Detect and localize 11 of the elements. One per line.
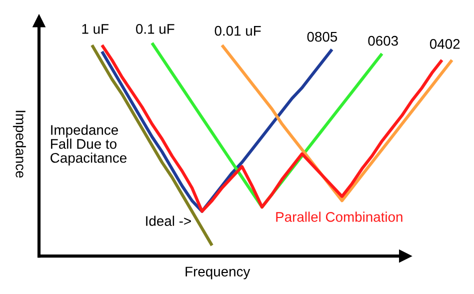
y-axis-title: Impedance (12, 110, 26, 178)
text: 0.01 uF (214, 26, 261, 36)
annotation: 0603 (368, 36, 398, 46)
annotation: Ideal -> (146, 216, 191, 226)
text: 0805 (307, 32, 338, 42)
annotation: Impedance Fall Due to Capacitance (50, 124, 126, 166)
annotation: 0402 (430, 39, 460, 49)
text: 0.1 uF (136, 24, 174, 34)
text: 1 uF (82, 24, 108, 34)
x-axis-title: Frequency (186, 266, 250, 280)
series-label: Parallel Combination (276, 212, 402, 222)
